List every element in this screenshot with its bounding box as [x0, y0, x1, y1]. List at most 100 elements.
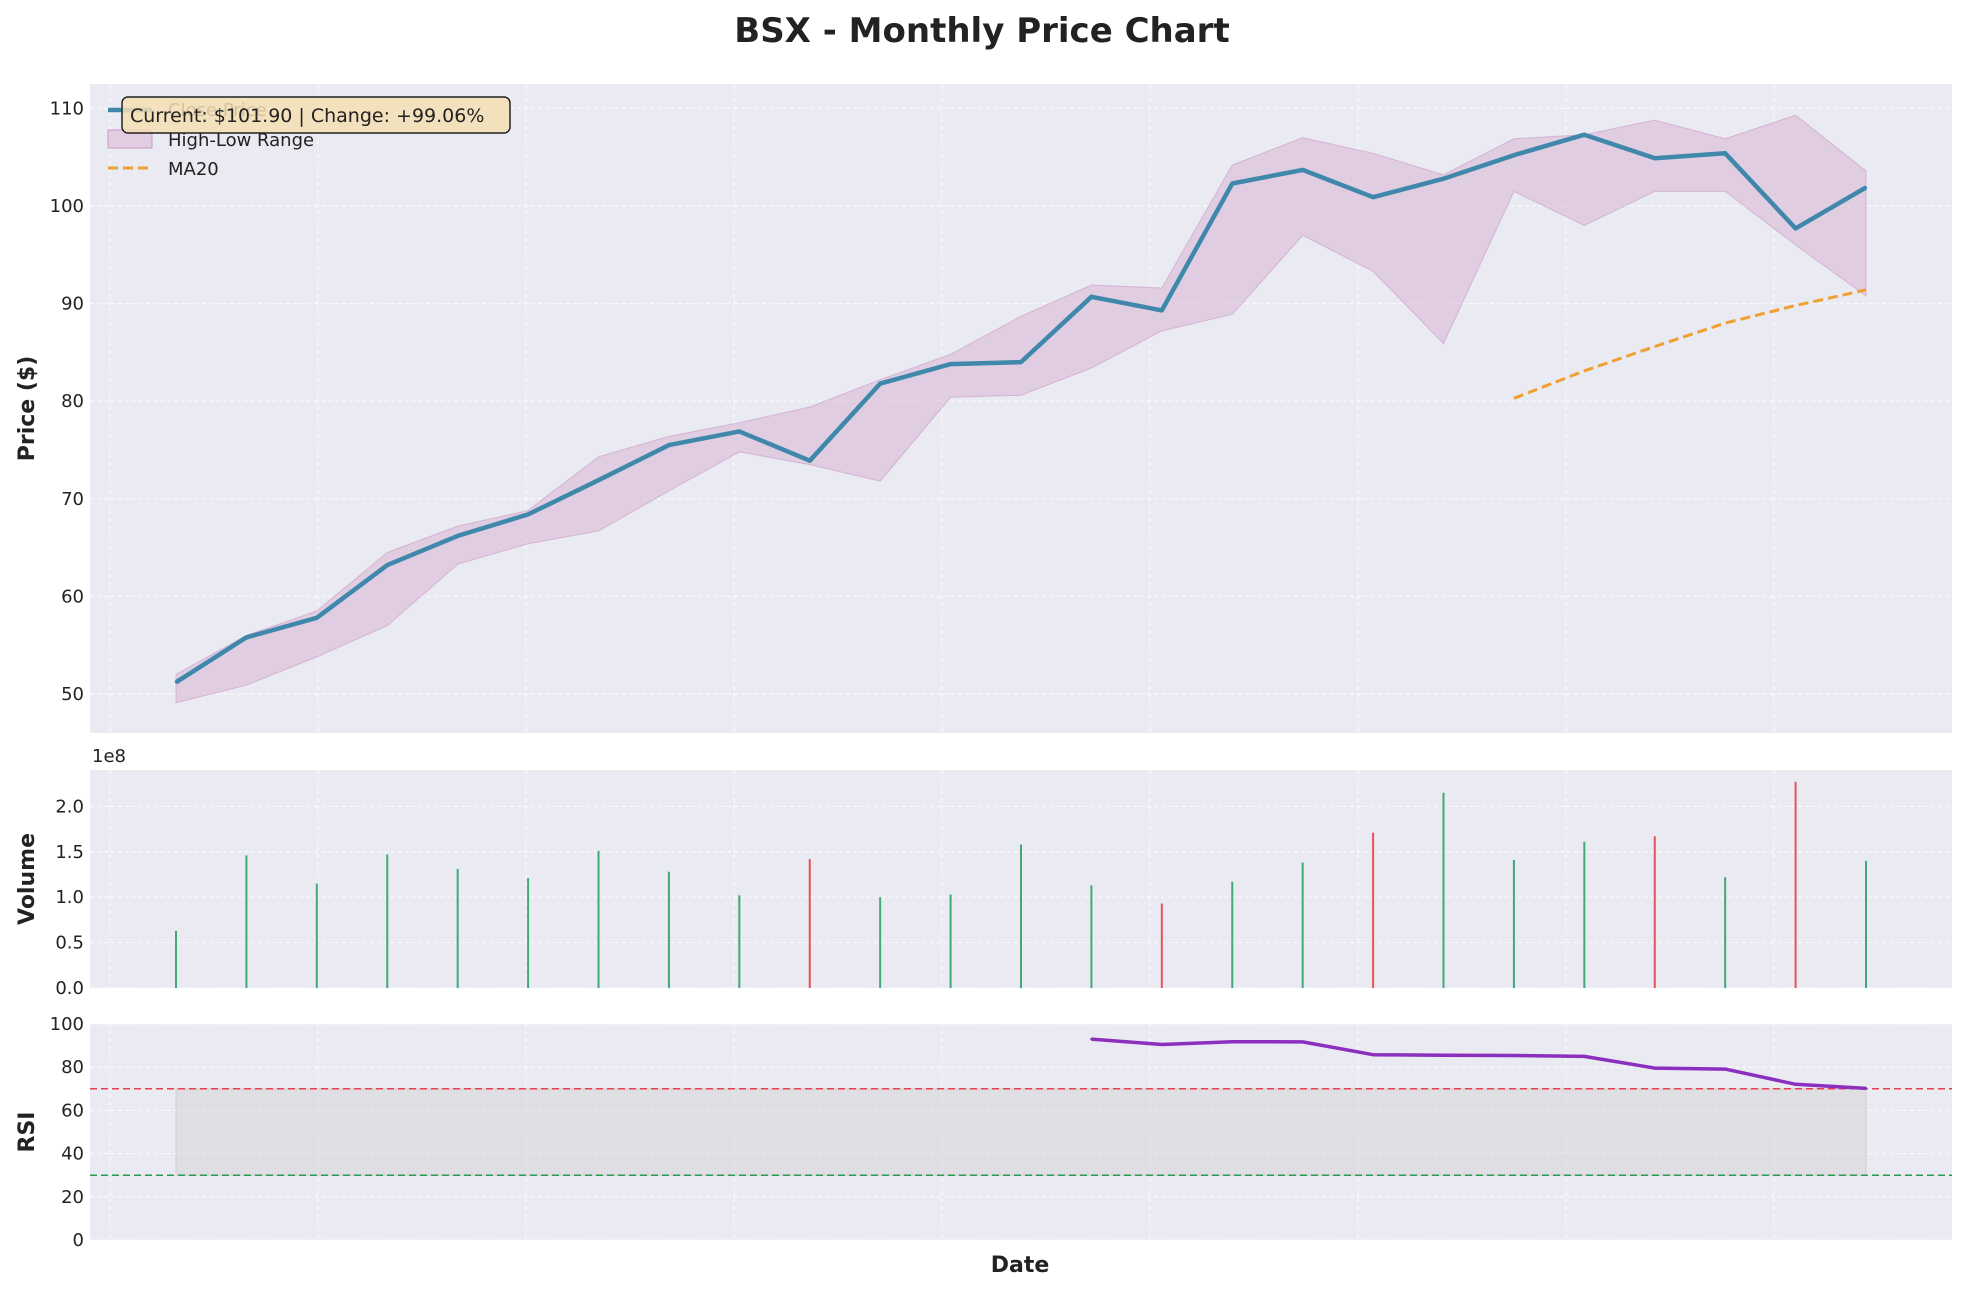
- volume-bar: [1794, 781, 1797, 988]
- volume-bar: [1865, 860, 1867, 988]
- rsi-panel: 0 20 40 60 80 100 RSI: [15, 1014, 1952, 1251]
- price-y-axis-title: Price ($): [15, 356, 40, 462]
- volume-y-tick-label: 0.0: [55, 978, 84, 999]
- volume-bar: [1512, 859, 1515, 988]
- close-price-point: [174, 681, 178, 684]
- close-price-point: [1301, 168, 1304, 172]
- rsi-point: [1723, 1067, 1727, 1071]
- price-y-tick-label: 70: [61, 489, 84, 510]
- rsi-point: [1583, 1055, 1586, 1058]
- volume-bar: [667, 871, 670, 988]
- price-y-tick-label: 60: [61, 586, 84, 607]
- rsi-point: [1160, 1043, 1164, 1046]
- close-price-point: [1371, 196, 1375, 199]
- close-price-point: [949, 362, 952, 366]
- volume-y-tick-label: 1.0: [55, 887, 84, 908]
- rsi-y-tick-label: 100: [50, 1014, 84, 1035]
- volume-bar: [1442, 792, 1445, 988]
- volume-bar: [808, 859, 811, 988]
- volume-bar: [1653, 836, 1656, 988]
- close-price-point: [1723, 152, 1727, 155]
- volume-bar: [1301, 862, 1304, 988]
- close-price-point: [456, 534, 459, 538]
- price-y-tick-label: 90: [61, 294, 84, 315]
- ma20-line: [1513, 288, 1867, 400]
- volume-bar: [1090, 885, 1093, 988]
- volume-y-tick-label: 0.5: [55, 933, 84, 954]
- rsi-point: [1090, 1037, 1093, 1041]
- volume-bar: [1372, 832, 1375, 988]
- close-price-point: [1512, 154, 1516, 157]
- rsi-y-tick-label: 40: [61, 1144, 84, 1165]
- rsi-neutral-zone: [175, 1088, 1867, 1176]
- close-price-point: [738, 430, 741, 433]
- volume-bar: [1724, 877, 1727, 988]
- current-price-annotation: Current: $101.90 | Change: +99.06%: [130, 105, 484, 127]
- volume-bar: [949, 894, 952, 988]
- volume-bar: [315, 883, 318, 988]
- volume-bar: [1231, 881, 1234, 988]
- price-y-tick-label: 50: [61, 684, 84, 705]
- close-price-point: [386, 563, 389, 567]
- volume-bar: [1160, 903, 1163, 988]
- close-price-point: [1090, 295, 1093, 298]
- close-price-point: [1442, 177, 1445, 180]
- close-price-point: [1653, 156, 1656, 160]
- legend-label-ma20: MA20: [168, 159, 219, 180]
- current-price-annotation-box: [121, 96, 511, 134]
- high-low-range-band: [175, 114, 1867, 704]
- rsi-y-tick-label: 80: [61, 1057, 84, 1078]
- rsi-point: [1442, 1054, 1445, 1057]
- volume-panel: 0.0 0.5 1.0 1.5 2.0 Volume 1e8: [15, 746, 1952, 999]
- price-y-tick-label: 80: [61, 391, 84, 412]
- close-price-point: [245, 636, 248, 639]
- rsi-point: [1301, 1040, 1304, 1044]
- close-price-point: [1794, 227, 1797, 230]
- volume-y-tick-label: 1.5: [55, 842, 84, 863]
- rsi-point: [1231, 1040, 1234, 1043]
- close-price-point: [526, 513, 530, 516]
- close-price-point: [315, 616, 319, 620]
- legend-label-range: High-Low Range: [168, 130, 314, 151]
- rsi-y-tick-label: 60: [61, 1100, 84, 1121]
- chart-title: BSX - Monthly Price Chart: [734, 11, 1229, 51]
- close-price-point: [878, 382, 882, 385]
- x-axis-title: Date: [991, 1253, 1050, 1278]
- rsi-plot-area: [90, 1024, 1952, 1240]
- rsi-point: [1794, 1083, 1797, 1086]
- volume-bar: [597, 850, 600, 988]
- close-price-point: [597, 479, 600, 482]
- price-y-tick-label: 100: [50, 196, 84, 217]
- volume-bar: [245, 855, 248, 988]
- volume-bar: [527, 878, 530, 988]
- close-price-point: [1864, 186, 1868, 189]
- close-price-point: [667, 443, 671, 447]
- rsi-line: [1091, 1037, 1867, 1091]
- close-price-point: [1160, 309, 1164, 312]
- volume-bar: [175, 930, 177, 988]
- volume-scale-label: 1e8: [92, 746, 126, 767]
- rsi-y-tick-label: 0: [73, 1230, 84, 1251]
- volume-y-axis-title: Volume: [15, 833, 40, 925]
- volume-bar: [1020, 844, 1022, 988]
- volume-bar: [386, 854, 389, 988]
- price-y-tick-label: 110: [50, 98, 84, 119]
- rsi-point: [1512, 1054, 1516, 1057]
- rsi-y-axis-title: RSI: [15, 1112, 40, 1153]
- close-price-point: [1583, 133, 1586, 136]
- rsi-y-tick-label: 20: [61, 1187, 84, 1208]
- volume-y-tick-label: 2.0: [55, 796, 84, 817]
- volume-bar: [456, 869, 459, 988]
- close-price-point: [808, 459, 811, 462]
- rsi-point: [1653, 1066, 1656, 1070]
- volume-bar: [1583, 841, 1586, 988]
- rsi-point: [1371, 1053, 1375, 1056]
- close-price-point: [1231, 182, 1234, 185]
- volume-bar: [879, 897, 882, 988]
- close-price-point: [1019, 360, 1023, 364]
- rsi-point: [1864, 1087, 1868, 1090]
- volume-bar: [738, 895, 741, 988]
